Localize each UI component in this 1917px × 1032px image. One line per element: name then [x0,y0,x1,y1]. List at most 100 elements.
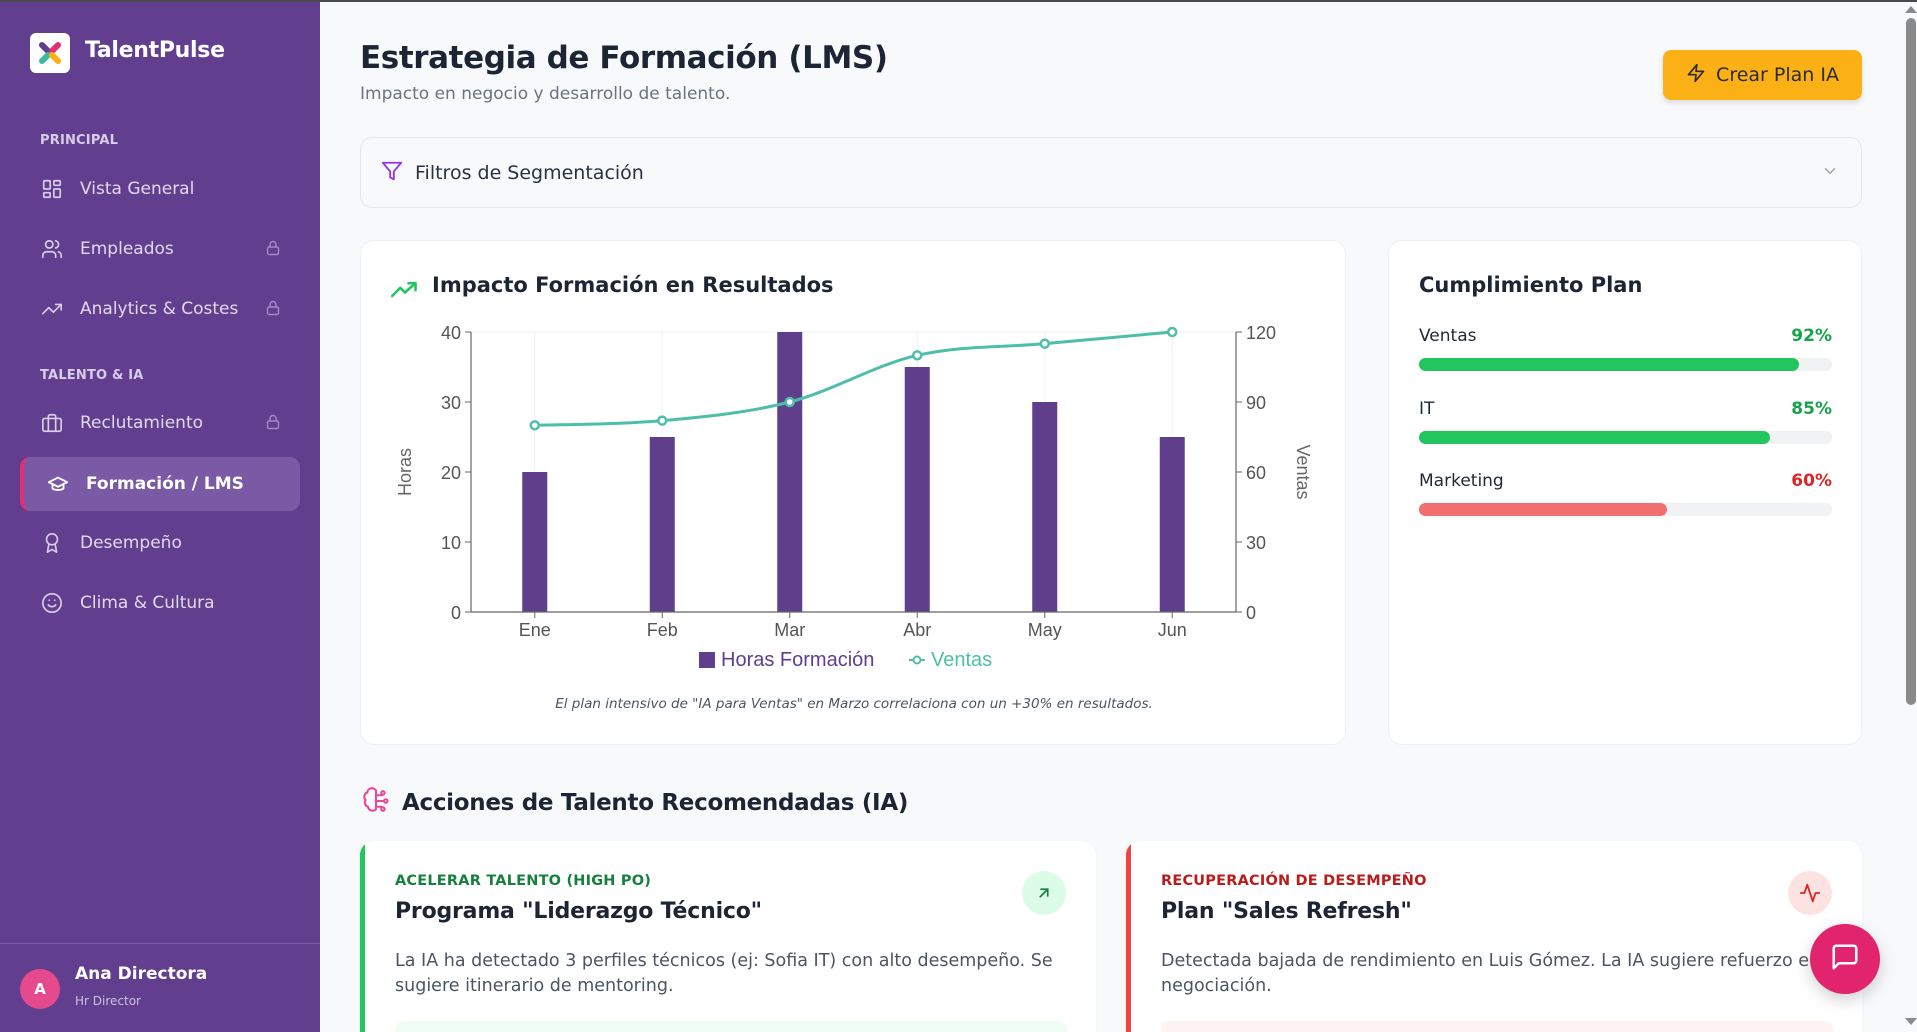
sidebar-item-clima-cultura[interactable]: Clima & Cultura [20,576,300,630]
recommendation-title: Programa "Liderazgo Técnico" [395,899,762,924]
divider [0,943,320,944]
plan-row-value: 85% [1791,399,1832,419]
svg-text:Abr: Abr [903,620,931,640]
plan-row-name: Marketing [1419,471,1504,491]
sidebar-item-label: Reclutamiento [80,413,204,433]
plan-row-name: Ventas [1419,326,1477,346]
chart-title: Impacto Formación en Resultados [432,273,834,297]
plan-row-value: 60% [1791,471,1832,491]
logo-x-icon [39,42,61,64]
sidebar-item-label: Vista General [80,179,195,199]
plan-card-title: Cumplimiento Plan [1419,273,1643,297]
lightning-icon [1686,62,1706,89]
plan-row-marketing: Marketing 60% [1419,471,1832,516]
app-logo[interactable] [30,33,70,73]
progress-track [1419,503,1832,516]
scroll-thumb[interactable] [1906,18,1916,705]
plan-row-name: IT [1419,399,1435,419]
create-ai-plan-button[interactable]: Crear Plan IA [1663,50,1862,100]
svg-text:Jun: Jun [1158,620,1187,640]
svg-text:20: 20 [441,463,461,483]
sidebar-item-analytics-costes[interactable]: Analytics & Costes [20,282,300,336]
svg-text:10: 10 [441,533,461,553]
avatar[interactable]: A [20,969,60,1009]
progress-fill [1419,503,1667,516]
recommendation-tag: ACELERAR TALENTO (HIGH PO) [395,873,652,889]
svg-text:Ene: Ene [519,620,551,640]
progress-track [1419,431,1832,444]
users-icon [40,237,64,261]
briefcase-icon [40,411,64,435]
app-name: TalentPulse [85,38,225,63]
user-role: Hr Director [75,994,141,1008]
recommendations-header: Acciones de Talento Recomendadas (IA) [362,786,908,820]
section-label-principal: PRINCIPAL [40,133,119,148]
activity-icon[interactable] [1788,871,1832,915]
section-label-talento-ia: TALENTO & IA [40,368,144,383]
trending-up-icon [390,279,419,303]
sidebar-item-formacion-lms[interactable]: Formación / LMS [20,457,300,511]
sidebar-item-desempeno[interactable]: Desempeño [20,516,300,570]
smile-icon [40,591,64,615]
brain-icon [362,786,390,820]
filters-label: Filtros de Segmentación [415,161,644,184]
graduation-cap-icon [46,472,70,496]
lock-icon [266,300,280,320]
svg-text:120: 120 [1246,323,1276,343]
progress-fill [1419,358,1799,371]
svg-text:Ventas: Ventas [1293,444,1313,499]
sidebar-item-reclutamiento[interactable]: Reclutamiento [20,396,300,450]
svg-text:40: 40 [441,323,461,343]
svg-text:Mar: Mar [774,620,805,640]
plan-row-ventas: Ventas 92% [1419,326,1832,371]
message-square-icon [1830,942,1860,976]
recommendation-description: Detectada bajada de rendimiento en Luis … [1161,951,1821,996]
recommendation-title: Plan "Sales Refresh" [1161,899,1412,924]
chevron-down-icon [1821,162,1839,184]
create-ai-plan-label: Crear Plan IA [1716,64,1839,86]
page-scrollbar[interactable] [1903,0,1917,1032]
sidebar: TalentPulse PRINCIPAL Vista General Empl… [0,0,320,1032]
arrow-up-right-icon[interactable] [1022,871,1066,915]
grid-icon [40,177,64,201]
svg-text:30: 30 [1246,533,1266,553]
accent-bar [360,841,365,1032]
svg-text:90: 90 [1246,393,1266,413]
award-icon [40,531,64,555]
lock-icon [266,240,280,260]
svg-text:Ventas: Ventas [931,649,992,671]
recommendation-tag: RECUPERACIÓN DE DESEMPEÑO [1161,873,1427,889]
page-title: Estrategia de Formación (LMS) [360,40,888,76]
plan-row-it: IT 85% [1419,399,1832,444]
accent-bar [1126,841,1131,1032]
recommendation-card-sales-refresh[interactable]: RECUPERACIÓN DE DESEMPEÑO Plan "Sales Re… [1126,841,1862,1032]
window-top-border [0,0,1917,2]
sidebar-item-label: Formación / LMS [86,474,244,494]
lock-icon [266,414,280,434]
svg-text:30: 30 [441,393,461,413]
svg-text:Horas: Horas [395,448,415,496]
plan-row-value: 92% [1791,326,1832,346]
recommendation-card-leadership[interactable]: ACELERAR TALENTO (HIGH PO) Programa "Lid… [360,841,1096,1032]
recommendation-description: La IA ha detectado 3 perfiles técnicos (… [395,951,1053,996]
sidebar-item-label: Empleados [80,239,174,259]
sidebar-item-label: Desempeño [80,533,182,553]
trending-up-icon [40,297,64,321]
svg-text:0: 0 [1246,603,1256,623]
recommendations-title: Acciones de Talento Recomendadas (IA) [402,790,909,816]
segmentation-filters-toggle[interactable]: Filtros de Segmentación [360,137,1862,208]
scroll-down-arrow[interactable] [1905,1018,1917,1025]
recommendation-detail-box [395,1021,1067,1032]
svg-text:Horas Formación: Horas Formación [721,649,874,671]
scroll-up-arrow[interactable] [1905,6,1917,13]
filter-icon [381,160,403,186]
svg-text:May: May [1028,620,1062,640]
sidebar-item-vista-general[interactable]: Vista General [20,162,300,216]
training-impact-chart: 0 10 20 30 40 0 30 60 90 120 Ene Feb Mar Abr May Jun Hor… [395,323,1313,671]
chat-assistant-button[interactable] [1810,924,1880,994]
sidebar-item-empleados[interactable]: Empleados [20,222,300,276]
sidebar-item-label: Clima & Cultura [80,593,215,613]
svg-text:60: 60 [1246,463,1266,483]
svg-text:Feb: Feb [647,620,678,640]
user-name: Ana Directora [75,964,208,984]
